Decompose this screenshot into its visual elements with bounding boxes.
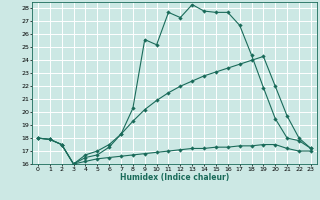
- X-axis label: Humidex (Indice chaleur): Humidex (Indice chaleur): [120, 173, 229, 182]
